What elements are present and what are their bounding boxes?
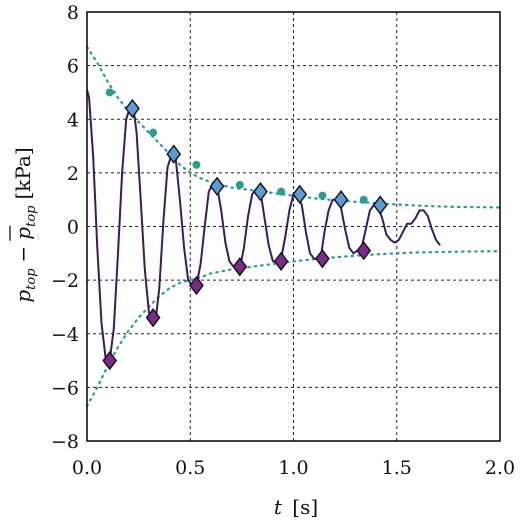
- envelope-point: [277, 187, 286, 196]
- y-tick-label: 4: [67, 109, 79, 131]
- y-axis-unit: [kPa]: [11, 147, 35, 199]
- peak-marker: [372, 195, 388, 215]
- envelope-point: [192, 160, 201, 169]
- envelope-point: [105, 88, 114, 97]
- peak-marker: [333, 190, 349, 210]
- x-tick-label: 2.0: [485, 457, 515, 479]
- peak-marker: [166, 144, 182, 164]
- envelope-point: [359, 195, 368, 204]
- plot-frame: [86, 11, 501, 442]
- y-tick-label: −4: [51, 324, 79, 346]
- x-axis-title: t [s]: [274, 495, 318, 519]
- peak-marker: [253, 181, 268, 202]
- markers: [102, 98, 388, 371]
- y-axis-var-mean: p: [11, 227, 35, 240]
- y-tick-label: 2: [67, 163, 79, 185]
- x-tick-label: 1.5: [382, 457, 412, 479]
- peak-marker: [209, 176, 225, 196]
- signal-line: [86, 89, 441, 362]
- y-tick-label: 0: [67, 217, 79, 239]
- y-tick-labels: −8 −6 −4 −2 0 2 4 6 8: [51, 2, 79, 453]
- trough-marker: [273, 251, 289, 272]
- y-tick-label: −6: [51, 377, 79, 399]
- x-tick-labels: 0.0 0.5 1.0 1.5 2.0: [72, 457, 515, 479]
- peak-marker: [292, 184, 308, 204]
- trough-marker: [232, 257, 248, 277]
- y-axis-sub-mean: top: [24, 205, 39, 227]
- envelope-lower-line: [85, 250, 502, 408]
- envelope-upper-line: [85, 45, 502, 209]
- trough-marker: [189, 275, 204, 296]
- y-tick-label: −2: [51, 270, 79, 292]
- grid: [87, 12, 500, 441]
- y-axis-minus: −: [11, 246, 35, 263]
- y-tick-label: 6: [67, 56, 79, 78]
- y-axis-sub: top: [24, 268, 39, 290]
- envelope-point: [235, 180, 244, 189]
- trough-marker: [356, 240, 372, 261]
- y-axis-title: ptop−ptop[kPa]: [11, 147, 39, 302]
- trough-marker: [102, 350, 118, 371]
- x-axis-unit: [s]: [292, 495, 318, 519]
- envelopes: [85, 45, 502, 408]
- trough-marker: [145, 308, 161, 328]
- x-tick-label: 1.0: [278, 457, 308, 479]
- x-tick-label: 0.5: [175, 457, 205, 479]
- signal: [86, 89, 441, 362]
- x-tick-label: 0.0: [72, 457, 102, 479]
- y-axis-var: p: [11, 290, 35, 303]
- trough-marker: [315, 249, 330, 269]
- envelope-point: [149, 128, 158, 137]
- envelope-point: [318, 191, 327, 200]
- peak-marker: [125, 98, 140, 119]
- y-tick-label: −8: [51, 431, 79, 453]
- x-axis-var: t: [274, 495, 283, 519]
- y-tick-label: 8: [67, 2, 79, 24]
